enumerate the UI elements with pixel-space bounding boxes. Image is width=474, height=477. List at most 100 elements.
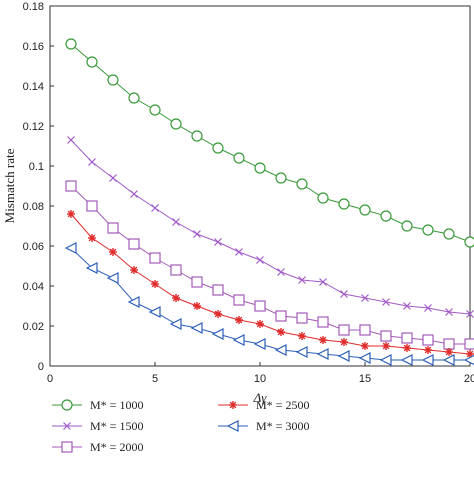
x-marker-stroke	[151, 204, 159, 212]
x-marker-stroke	[424, 304, 432, 312]
legend-label: M* = 3000	[256, 419, 309, 433]
data-point	[380, 210, 392, 222]
data-point	[88, 158, 96, 166]
data-point	[463, 354, 474, 366]
data-point	[85, 262, 98, 274]
legend-item: M* = 3000	[218, 419, 309, 433]
x-marker-stroke	[298, 276, 306, 284]
data-point	[403, 302, 411, 310]
series-1	[65, 38, 474, 248]
series-5	[64, 242, 474, 366]
data-point	[148, 306, 161, 318]
star-marker-stroke	[172, 294, 180, 302]
data-point	[421, 354, 434, 366]
legend-marker	[61, 441, 73, 453]
data-point	[214, 310, 222, 318]
y-tick-label: 0.02	[23, 321, 44, 333]
data-point	[106, 272, 119, 284]
data-point	[170, 264, 182, 276]
legend-item: M* = 1500	[52, 419, 143, 433]
data-point	[88, 234, 96, 242]
x-marker-stroke	[172, 218, 180, 226]
data-point	[128, 238, 140, 250]
data-point	[235, 316, 243, 324]
x-marker-stroke	[193, 230, 201, 238]
x-marker-stroke	[403, 302, 411, 310]
star-marker-stroke	[130, 266, 138, 274]
data-point	[193, 302, 201, 310]
data-point	[464, 236, 474, 248]
star-marker-stroke	[361, 342, 369, 350]
data-point	[212, 142, 224, 154]
legend: M* = 1000 M* = 1500 M* = 2000 M* = 2500 M* =…	[52, 398, 309, 454]
data-point	[359, 324, 371, 336]
data-point	[443, 338, 455, 350]
star-marker-stroke	[151, 280, 159, 288]
data-point	[445, 348, 453, 356]
data-point	[298, 332, 306, 340]
star-marker-stroke	[340, 338, 348, 346]
legend-item: M* = 1000	[52, 398, 143, 412]
data-point	[107, 74, 119, 86]
legend-marker	[61, 399, 73, 411]
data-point	[317, 192, 329, 204]
legend-label: M* = 1500	[90, 419, 143, 433]
data-point	[358, 352, 371, 364]
y-axis-label: Mismatch rate	[2, 148, 17, 223]
data-point	[443, 228, 455, 240]
plot-frame	[49, 5, 471, 367]
data-point	[256, 256, 264, 264]
data-point	[379, 354, 392, 366]
plot-area	[49, 5, 471, 367]
star-marker-stroke	[424, 346, 432, 354]
data-point	[275, 310, 287, 322]
legend-marker	[229, 401, 237, 409]
data-point	[361, 294, 369, 302]
x-tick-label: 10	[254, 373, 266, 385]
series-2	[67, 136, 474, 318]
data-point	[338, 198, 350, 210]
data-point	[445, 308, 453, 316]
data-point	[422, 334, 434, 346]
x-marker-stroke	[63, 422, 71, 430]
star-marker-stroke	[235, 316, 243, 324]
x-marker-stroke	[340, 290, 348, 298]
series-line	[70, 185, 470, 345]
data-point	[400, 354, 413, 366]
data-point	[107, 222, 119, 234]
data-point	[319, 336, 327, 344]
star-marker-stroke	[193, 302, 201, 310]
data-point	[127, 296, 140, 308]
data-point	[422, 224, 434, 236]
data-point	[191, 276, 203, 288]
y-tick-label: 0.06	[23, 241, 44, 253]
data-point	[232, 334, 245, 346]
x-marker-stroke	[277, 268, 285, 276]
series-line	[70, 139, 471, 315]
data-point	[424, 304, 432, 312]
data-point	[275, 172, 287, 184]
data-point	[254, 162, 266, 174]
x-marker-stroke	[214, 238, 222, 246]
data-point	[211, 328, 224, 340]
data-point	[253, 338, 266, 350]
data-point	[424, 346, 432, 354]
star-marker-stroke	[403, 344, 411, 352]
x-axis-label: Δγ	[253, 390, 268, 405]
data-point	[128, 92, 140, 104]
x-marker-stroke	[319, 278, 327, 286]
star-marker-stroke	[67, 210, 75, 218]
legend-label: M* = 2500	[256, 398, 309, 412]
data-point	[382, 342, 390, 350]
data-point	[340, 290, 348, 298]
data-point	[64, 242, 77, 254]
data-point	[274, 344, 287, 356]
legend-label: M* = 2000	[90, 440, 143, 454]
data-point	[442, 354, 455, 366]
y-tick-label: 0.1	[29, 161, 44, 173]
data-point	[149, 104, 161, 116]
data-point	[296, 178, 308, 190]
star-marker-stroke	[109, 248, 117, 256]
data-point	[149, 252, 161, 264]
